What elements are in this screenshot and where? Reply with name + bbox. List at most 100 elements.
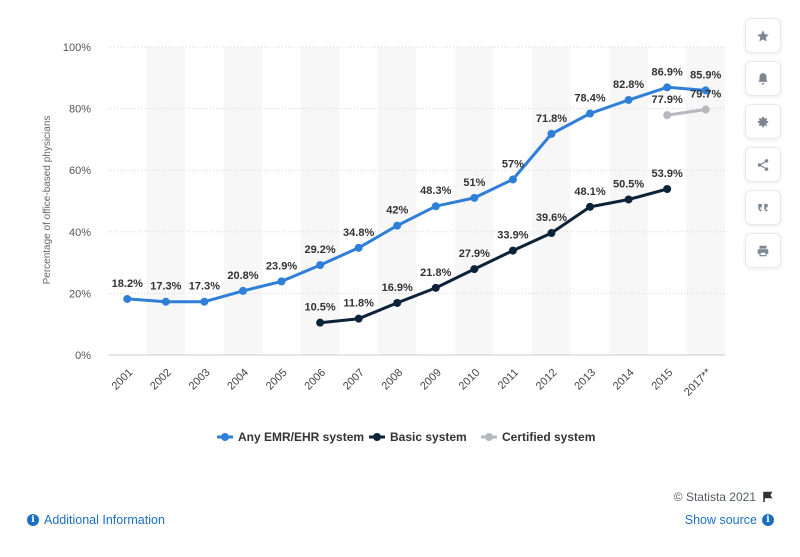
data-label: 11.8% xyxy=(343,298,374,310)
data-label: 71.8% xyxy=(536,113,567,125)
data-point[interactable] xyxy=(431,283,440,292)
data-point[interactable] xyxy=(393,221,402,230)
data-point[interactable] xyxy=(586,202,595,211)
x-tick-label: 2011 xyxy=(496,367,521,392)
legend-item-label[interactable]: Basic system xyxy=(390,430,467,444)
data-point[interactable] xyxy=(354,243,363,252)
flag-icon[interactable] xyxy=(762,491,774,503)
data-label: 57% xyxy=(502,158,524,170)
data-label: 48.3% xyxy=(420,185,451,197)
x-tick-label: 2017** xyxy=(682,366,714,398)
data-point[interactable] xyxy=(470,193,479,202)
data-label: 50.5% xyxy=(613,178,644,190)
band xyxy=(300,47,340,355)
gear-icon xyxy=(757,116,769,127)
data-label: 78.4% xyxy=(574,93,605,105)
x-tick-label: 2005 xyxy=(264,367,290,393)
data-label: 51% xyxy=(463,177,485,189)
data-point[interactable] xyxy=(508,175,517,184)
data-point[interactable] xyxy=(316,318,325,327)
cite-button[interactable] xyxy=(745,190,781,225)
info-icon: i xyxy=(27,514,39,526)
x-tick-label: 2012 xyxy=(534,367,560,393)
alternating-bands xyxy=(146,47,725,355)
show-source-link[interactable]: Show source i xyxy=(685,513,774,527)
notification-button[interactable] xyxy=(745,61,781,96)
legend: Any EMR/EHR system Basic system Certified … xyxy=(217,430,595,444)
x-tick-label: 2015 xyxy=(649,367,675,393)
data-point[interactable] xyxy=(238,286,247,295)
x-tick-label: 2010 xyxy=(457,367,483,393)
data-label: 85.9% xyxy=(690,69,721,81)
data-label: 53.9% xyxy=(652,168,683,180)
x-tick-label: 2003 xyxy=(187,367,213,393)
series-lines xyxy=(127,85,706,325)
data-point[interactable] xyxy=(624,195,633,204)
print-button[interactable] xyxy=(745,233,781,268)
data-label: 20.8% xyxy=(227,270,258,282)
data-label: 79.7% xyxy=(690,89,721,101)
data-point[interactable] xyxy=(624,95,633,104)
legend-marker xyxy=(221,433,229,441)
favorite-button[interactable] xyxy=(745,18,781,53)
share-button[interactable] xyxy=(745,147,781,182)
data-point[interactable] xyxy=(277,277,286,286)
data-label: 82.8% xyxy=(613,79,644,91)
y-tick-label: 80% xyxy=(69,104,91,116)
x-tick-label: 2007 xyxy=(341,367,367,393)
series-line xyxy=(127,85,706,304)
data-label: 33.9% xyxy=(497,230,528,242)
data-label: 39.6% xyxy=(536,212,567,224)
settings-button[interactable] xyxy=(745,104,781,139)
data-point[interactable] xyxy=(701,86,710,95)
grid-lines xyxy=(108,46,725,356)
data-point[interactable] xyxy=(547,229,556,238)
band xyxy=(686,47,725,355)
data-point[interactable] xyxy=(316,261,325,270)
data-point[interactable] xyxy=(663,83,672,92)
series-line xyxy=(666,108,706,117)
y-tick-label: 0% xyxy=(75,350,91,362)
data-point[interactable] xyxy=(123,294,132,303)
data-label: 77.9% xyxy=(652,94,683,106)
data-label: 27.9% xyxy=(459,248,490,260)
data-point[interactable] xyxy=(663,111,672,120)
data-label: 48.1% xyxy=(574,186,605,198)
data-point[interactable] xyxy=(431,202,440,211)
data-label: 18.2% xyxy=(112,278,143,290)
quote-icon xyxy=(758,203,768,211)
info-icon: i xyxy=(762,514,774,526)
y-axis-label: Percentage of office-based physicians xyxy=(42,116,53,285)
additional-information-link[interactable]: i Additional Information xyxy=(27,513,165,527)
data-point[interactable] xyxy=(508,246,517,255)
legend-item-label[interactable]: Certified system xyxy=(502,430,595,444)
legend-item-label[interactable]: Any EMR/EHR system xyxy=(238,430,364,444)
copyright: © Statista 2021 xyxy=(674,490,774,504)
share-icon xyxy=(757,158,769,171)
band xyxy=(146,47,186,355)
legend-marker xyxy=(373,433,381,441)
data-point[interactable] xyxy=(200,297,209,306)
y-tick-label: 100% xyxy=(63,42,91,54)
x-tick-label: 2014 xyxy=(611,367,637,393)
y-axis-ticks: 0% 20% 40% 60% 80% 100% xyxy=(63,42,91,362)
show-source-label: Show source xyxy=(684,513,757,527)
data-label: 16.9% xyxy=(382,282,413,294)
data-point[interactable] xyxy=(470,265,479,274)
x-axis-ticks: 2001 2002 2003 2004 2005 2006 2007 2008 2009 2010… xyxy=(110,366,715,398)
data-point[interactable] xyxy=(354,314,363,323)
data-point[interactable] xyxy=(161,297,170,306)
data-point[interactable] xyxy=(586,109,595,118)
data-point[interactable] xyxy=(547,129,556,138)
x-tick-label: 2001 xyxy=(110,367,136,393)
data-point[interactable] xyxy=(393,298,402,307)
y-tick-label: 20% xyxy=(69,288,91,300)
copyright-text: © Statista 2021 xyxy=(673,490,756,504)
additional-information-label: Additional Information xyxy=(44,513,165,527)
band xyxy=(532,47,571,355)
data-point[interactable] xyxy=(701,105,710,114)
x-tick-label: 2006 xyxy=(302,367,328,393)
legend-marker xyxy=(485,433,493,441)
data-labels: 18.2% 17.3% 17.3% 20.8% 23.9% 29.2% 34.8% 42% 48… xyxy=(112,66,722,313)
data-point[interactable] xyxy=(663,184,672,193)
